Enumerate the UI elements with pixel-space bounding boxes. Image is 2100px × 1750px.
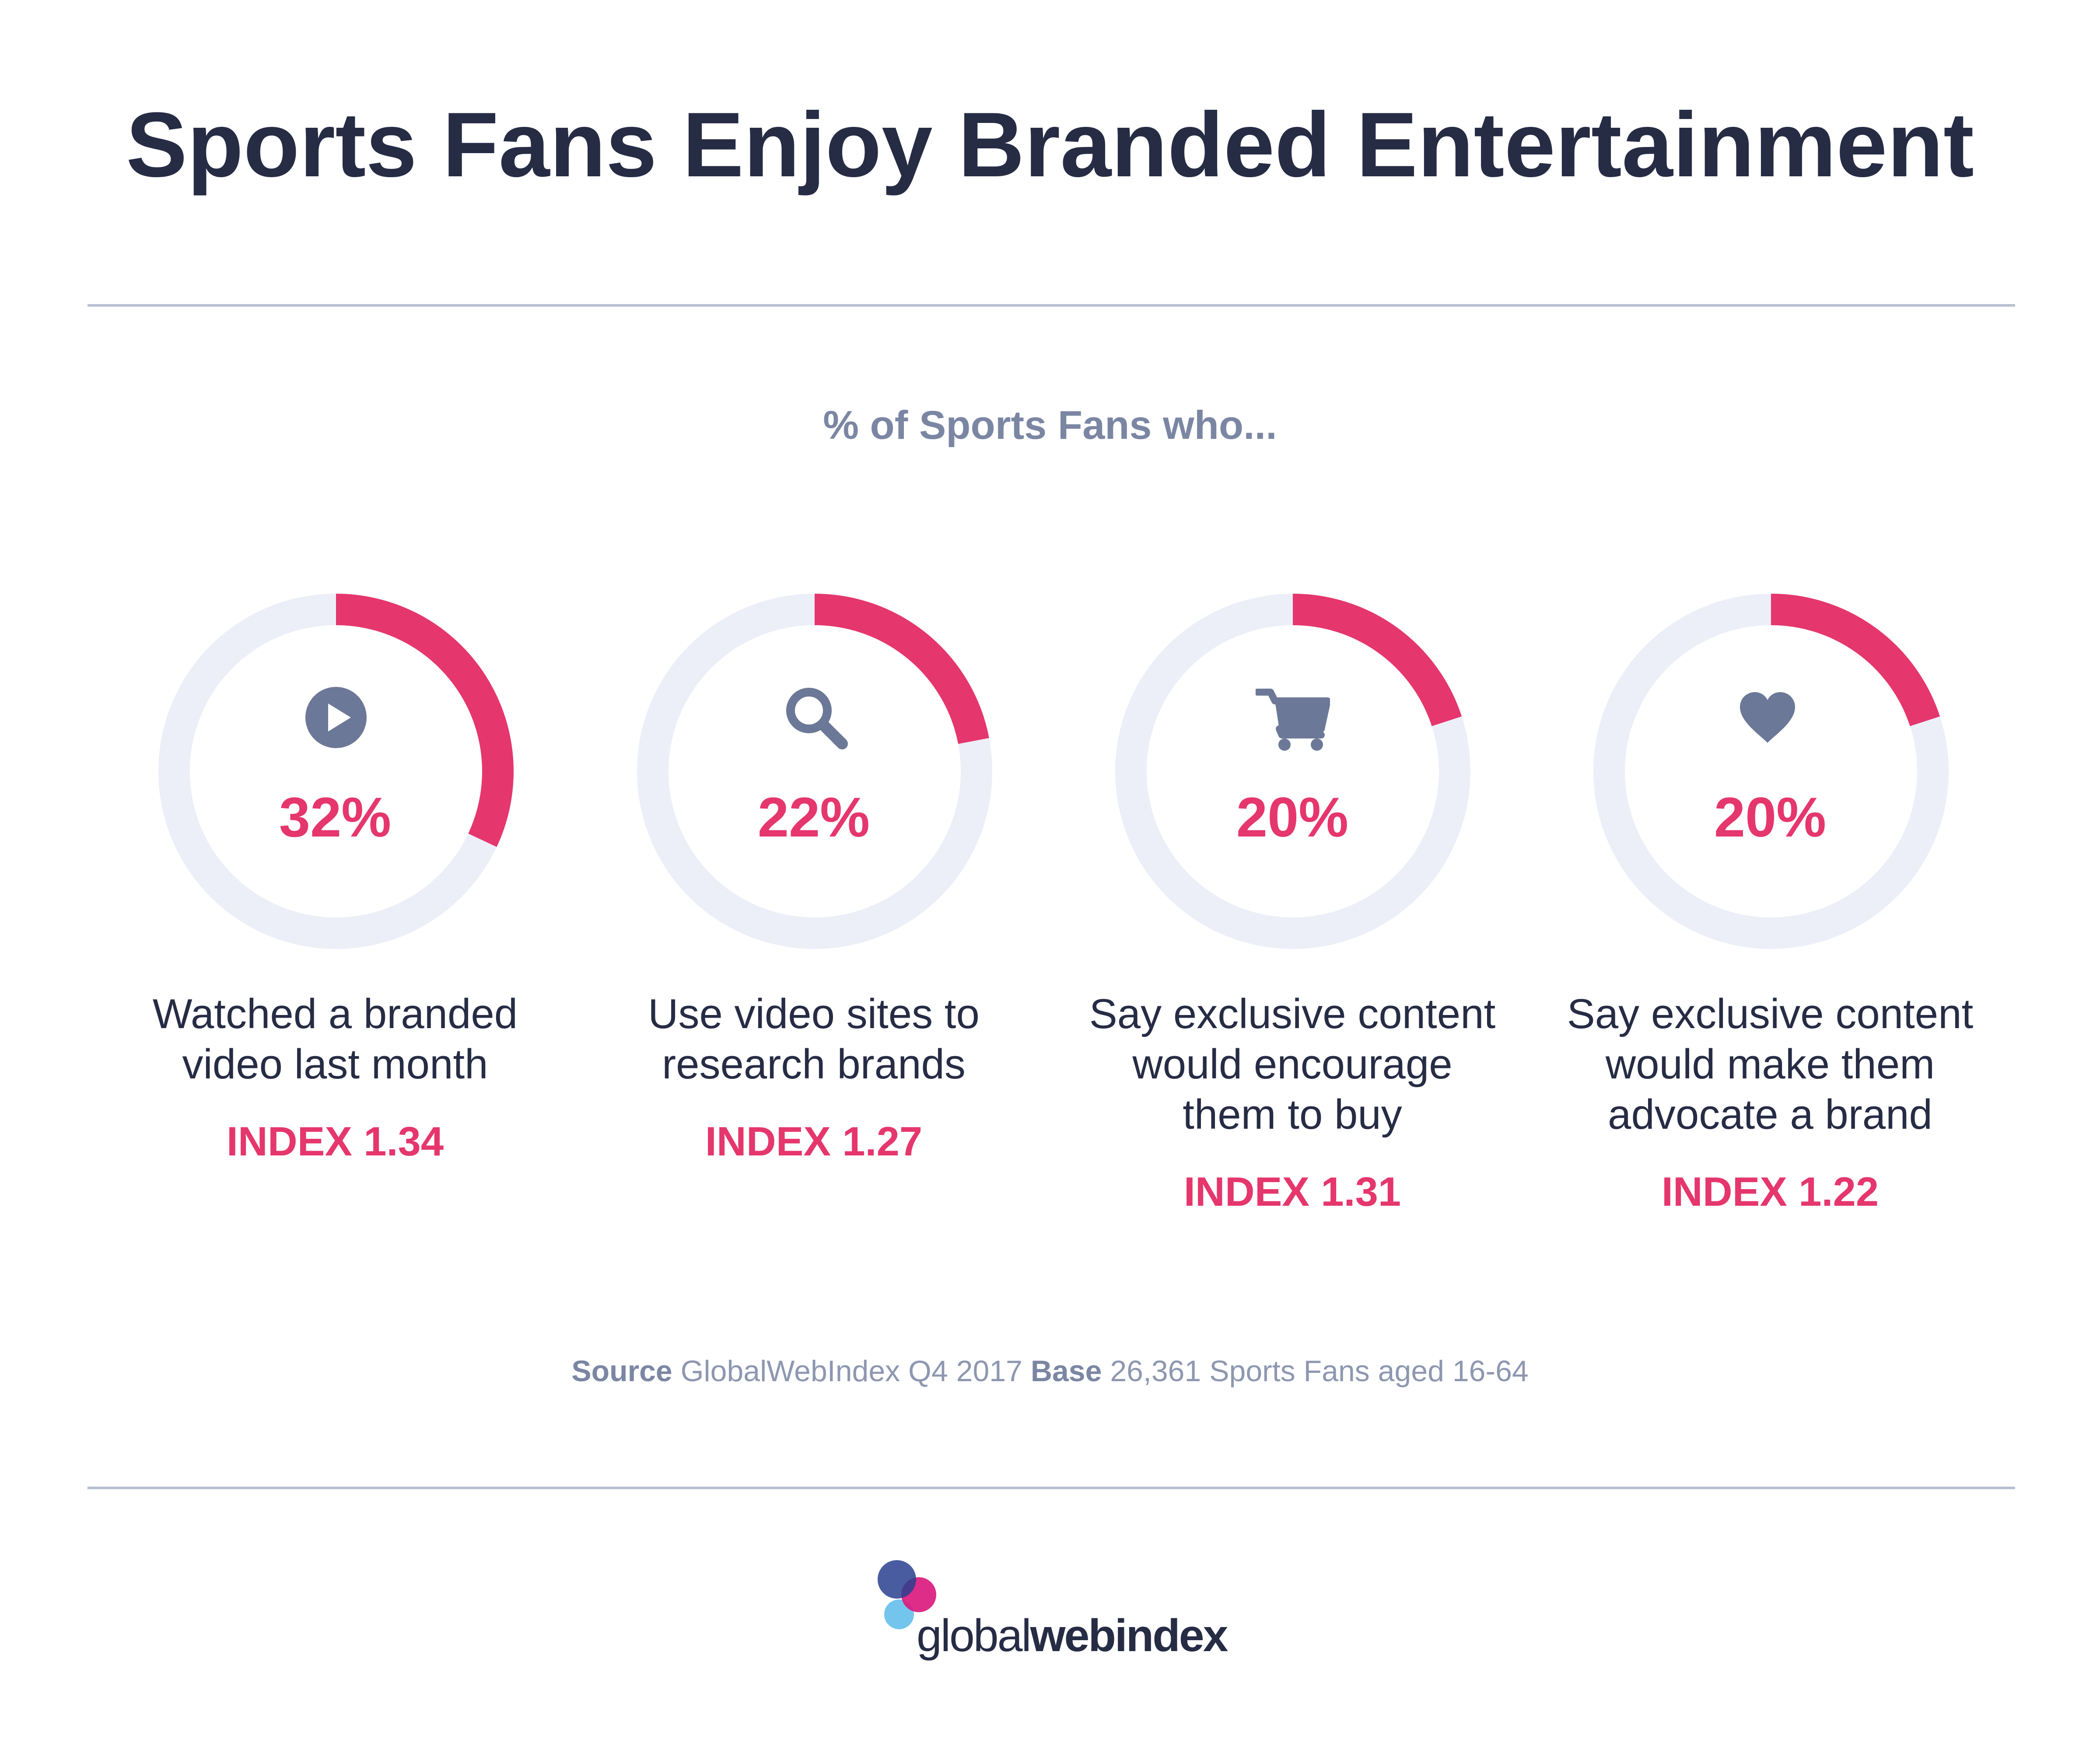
item-label-2-line-3: them to buy <box>1183 1091 1402 1138</box>
globalwebindex-logo-icon <box>878 1560 936 1629</box>
item-label-0-line-2: video last month <box>182 1041 488 1088</box>
item-label-0-line-1: Watched a branded <box>152 990 518 1037</box>
logo-wordmark: globalwebindex <box>917 1610 1228 1662</box>
item-label-2-line-2: would encourage <box>1132 1041 1452 1088</box>
index-label-0: INDEX 1.34 <box>226 1118 444 1164</box>
ring-value-arc-1 <box>814 594 989 744</box>
play-icon <box>305 687 367 748</box>
ring-value-arc-0 <box>336 594 514 847</box>
base-text: 26,361 Sports Fans aged 16-64 <box>1110 1354 1529 1388</box>
base-label: Base <box>1030 1354 1102 1388</box>
source-text: GlobalWebIndex Q4 2017 <box>680 1354 1022 1388</box>
item-label-1-line-2: research brands <box>662 1041 966 1088</box>
heart-icon <box>1740 692 1795 743</box>
item-label-0: Watched a branded video last month <box>94 989 576 1089</box>
item-label-2: Say exclusive content would encourage th… <box>1052 989 1533 1140</box>
source-label: Source <box>571 1354 672 1388</box>
logo-wordmark-global: global <box>917 1610 1032 1661</box>
value-label-3: 20% <box>1714 786 1827 849</box>
item-label-3-line-3: advocate a brand <box>1608 1091 1932 1138</box>
item-label-3-line-1: Say exclusive content <box>1567 990 1974 1037</box>
item-label-1: Use video sites to research brands <box>573 989 1054 1089</box>
chart-subtitle: % of Sports Fans who... <box>823 403 1277 448</box>
item-label-3-line-2: would make them <box>1605 1041 1935 1088</box>
index-label-2: INDEX 1.31 <box>1183 1169 1401 1214</box>
index-label-1: INDEX 1.27 <box>705 1118 923 1164</box>
ring-value-arc-3 <box>1771 594 1940 727</box>
donut-chart-area <box>158 594 1949 949</box>
item-label-2-line-1: Say exclusive content <box>1089 990 1496 1037</box>
cart-icon <box>1256 689 1330 751</box>
value-label-0: 32% <box>279 786 392 849</box>
page-title: Sports Fans Enjoy Branded Entertainment <box>126 93 1974 196</box>
item-label-3: Say exclusive content would make them ad… <box>1530 989 2011 1140</box>
value-label-1: 22% <box>757 786 870 849</box>
top-divider <box>88 304 2015 307</box>
ring-value-arc-2 <box>1292 594 1462 727</box>
index-label-3: INDEX 1.22 <box>1661 1169 1879 1214</box>
bottom-divider <box>88 1487 2015 1489</box>
logo-wordmark-webindex: webindex <box>1030 1610 1228 1661</box>
value-label-2: 20% <box>1236 786 1349 849</box>
source-note: Source GlobalWebIndex Q4 2017 Base 26,36… <box>0 1354 2100 1388</box>
item-label-1-line-1: Use video sites to <box>648 990 980 1037</box>
search-icon <box>786 688 848 749</box>
